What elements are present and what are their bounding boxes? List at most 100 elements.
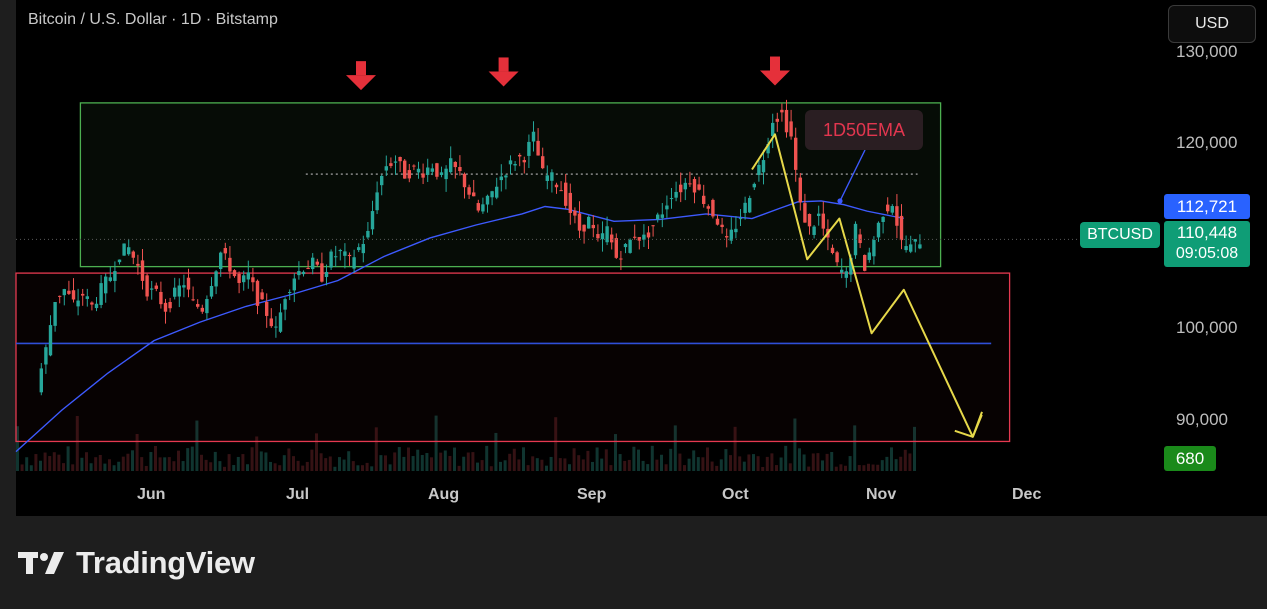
candle <box>269 308 273 328</box>
candle <box>357 243 361 253</box>
volume-bar <box>462 456 466 471</box>
volume-bar <box>388 464 392 471</box>
candle <box>292 272 296 303</box>
volume-bar <box>591 461 594 471</box>
candle <box>196 299 200 309</box>
candle <box>163 298 168 324</box>
candle-body <box>453 161 457 168</box>
volume-bar <box>411 456 415 471</box>
candle <box>665 195 669 218</box>
candle-body <box>435 163 439 177</box>
currency-button[interactable]: USD <box>1168 5 1256 43</box>
candle <box>573 207 577 224</box>
candle-body <box>780 109 784 113</box>
candle-body <box>784 109 789 133</box>
candle <box>867 247 871 263</box>
candle <box>729 217 733 244</box>
candle <box>472 179 476 197</box>
arrow-head <box>760 70 790 86</box>
volume-bar <box>135 434 139 471</box>
volume-bar <box>278 465 282 471</box>
candle <box>67 280 71 295</box>
candle-body <box>853 223 858 256</box>
volume-bar <box>75 415 79 471</box>
volume-bar <box>89 463 93 471</box>
candle <box>743 196 747 220</box>
candle <box>99 275 103 309</box>
candle <box>136 254 140 275</box>
candle-body <box>669 198 674 200</box>
candle <box>508 155 513 175</box>
candle-body <box>407 170 411 179</box>
volume-bar <box>742 461 746 471</box>
candle-body <box>458 167 462 172</box>
candle-body <box>71 290 76 300</box>
candle-body <box>177 285 181 297</box>
volume-bar <box>706 447 709 471</box>
candle-body <box>513 163 517 166</box>
candle <box>840 258 844 279</box>
candle-body <box>697 184 701 190</box>
candle <box>380 174 384 196</box>
volume-bar <box>140 457 144 471</box>
candle <box>278 303 283 334</box>
candle-body <box>232 270 237 277</box>
candle <box>817 205 821 226</box>
symbol-legend: Bitcoin / U.S. Dollar · 1D · Bitstamp <box>28 11 278 28</box>
candle <box>205 295 209 320</box>
volume-bar <box>453 447 456 471</box>
candle-body <box>761 160 766 173</box>
chart-panel[interactable] <box>16 0 1267 516</box>
candle <box>853 221 858 259</box>
volume-bar <box>673 425 677 471</box>
candle <box>577 201 582 239</box>
candle <box>490 190 494 206</box>
candle-body <box>559 190 563 192</box>
candle-body <box>504 175 508 178</box>
volume-bar <box>287 448 291 471</box>
volume-bar <box>356 465 360 471</box>
candle-body <box>347 254 352 257</box>
candle-body <box>278 312 283 332</box>
volume-bar <box>738 456 742 471</box>
candle-body <box>702 195 706 204</box>
candle-body <box>817 213 821 216</box>
volume-bar <box>333 466 337 471</box>
candle <box>605 216 609 246</box>
volume-bar <box>476 462 479 471</box>
range-boxes <box>15 102 1011 443</box>
candle-body <box>421 173 425 178</box>
volume-bar <box>186 448 190 471</box>
volume-bar <box>163 457 167 471</box>
candle-body <box>605 226 609 243</box>
volume-bar <box>549 456 553 471</box>
chart-canvas[interactable] <box>0 0 1267 516</box>
candle <box>858 228 862 249</box>
volume-bar <box>338 457 341 471</box>
volume-bar <box>581 459 585 471</box>
candle <box>633 224 637 240</box>
candle-body <box>186 277 191 290</box>
volume-bar <box>108 459 111 471</box>
candle-body <box>311 257 315 270</box>
candle <box>177 278 181 308</box>
volume-bar <box>710 461 714 471</box>
ema-annotation: 1D50EMA <box>805 110 923 150</box>
candle-body <box>384 166 388 171</box>
candle <box>439 166 444 178</box>
candle-body <box>895 206 899 226</box>
candle <box>214 270 218 295</box>
candle <box>416 161 421 179</box>
volume-bar <box>609 465 613 471</box>
candle-body <box>297 271 301 276</box>
candle <box>334 245 338 268</box>
volume-bar <box>471 452 475 471</box>
candle <box>154 282 158 292</box>
candle <box>674 181 678 202</box>
candle <box>301 270 306 277</box>
volume-bar <box>269 461 272 471</box>
volume-bar <box>857 465 861 471</box>
volume-bar <box>103 463 107 471</box>
volume-bar <box>112 465 116 471</box>
candle-body <box>108 277 112 281</box>
